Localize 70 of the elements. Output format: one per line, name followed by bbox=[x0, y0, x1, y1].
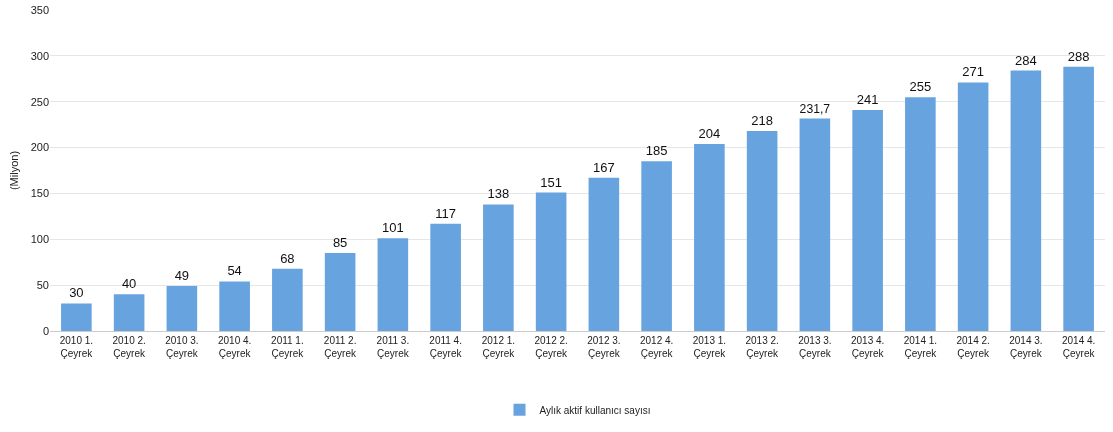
y-tick-label: 100 bbox=[30, 233, 49, 246]
bar bbox=[272, 268, 303, 331]
data-label: 284 bbox=[1015, 52, 1037, 68]
x-tick-label: 2014 3. Çeyrek bbox=[1009, 335, 1043, 359]
data-label: 49 bbox=[174, 268, 190, 284]
data-label: 288 bbox=[1067, 48, 1090, 64]
bar bbox=[483, 204, 514, 331]
data-label: 68 bbox=[280, 250, 295, 266]
x-tick-label: 2013 3. Çeyrek bbox=[798, 335, 832, 359]
bar bbox=[535, 192, 567, 331]
x-tick-label: 2012 2. Çeyrek bbox=[534, 335, 568, 359]
x-tick-label: 2011 2. Çeyrek bbox=[323, 335, 357, 359]
x-tick-label: 2012 3. Çeyrek bbox=[587, 335, 621, 359]
y-tick-label: 350 bbox=[30, 3, 49, 16]
data-label: 218 bbox=[751, 113, 773, 129]
x-tick-label: 2010 1. Çeyrek bbox=[59, 335, 94, 359]
x-tick-label: 2013 2. Çeyrek bbox=[745, 335, 779, 359]
bar bbox=[799, 118, 831, 331]
bar bbox=[61, 303, 92, 331]
data-label: 185 bbox=[645, 143, 668, 159]
x-tick-label: 2011 4. Çeyrek bbox=[429, 335, 463, 359]
y-tick-label: 50 bbox=[36, 278, 49, 291]
x-tick-label: 2013 1. Çeyrek bbox=[692, 335, 727, 359]
data-label: 138 bbox=[487, 186, 510, 202]
y-tick-label: 150 bbox=[30, 187, 49, 200]
x-tick-label: 2011 3. Çeyrek bbox=[376, 335, 410, 359]
x-tick-label: 2014 1. Çeyrek bbox=[903, 335, 938, 359]
data-label: 101 bbox=[382, 220, 404, 236]
bar bbox=[430, 223, 461, 331]
data-label: 231,7 bbox=[799, 101, 831, 116]
bar bbox=[377, 238, 409, 331]
bar bbox=[324, 253, 356, 331]
data-label: 40 bbox=[121, 276, 137, 292]
data-label: 30 bbox=[69, 285, 84, 301]
x-tick-label: 2010 2. Çeyrek bbox=[112, 335, 146, 359]
x-tick-label: 2012 1. Çeyrek bbox=[481, 335, 516, 359]
x-tick-label: 2014 4. Çeyrek bbox=[1061, 335, 1096, 359]
y-tick-label: 250 bbox=[30, 95, 49, 108]
bar bbox=[957, 82, 989, 331]
bar bbox=[641, 161, 672, 331]
bar bbox=[852, 109, 883, 331]
data-label: 204 bbox=[698, 125, 721, 141]
x-tick-label: 2010 4. Çeyrek bbox=[217, 335, 252, 359]
y-tick-label: 0 bbox=[42, 324, 49, 337]
data-label: 54 bbox=[227, 263, 242, 279]
bar bbox=[1063, 66, 1094, 331]
legend-label: Aylık aktif kullanıcı sayısı bbox=[539, 404, 651, 416]
y-tick-label: 200 bbox=[30, 141, 49, 154]
bar bbox=[746, 131, 778, 331]
bar bbox=[219, 281, 250, 331]
bar bbox=[694, 143, 725, 331]
x-tick-label: 2010 3. Çeyrek bbox=[165, 335, 199, 359]
x-tick-label: 2011 1. Çeyrek bbox=[271, 335, 305, 359]
data-label: 241 bbox=[856, 91, 879, 107]
bar bbox=[1010, 70, 1042, 331]
bar bbox=[905, 97, 936, 331]
x-tick-label: 2012 4. Çeyrek bbox=[639, 335, 674, 359]
y-axis-title: (Milyon) bbox=[8, 150, 20, 191]
data-label: 151 bbox=[540, 174, 562, 190]
data-label: 271 bbox=[962, 64, 984, 80]
data-label: 117 bbox=[435, 205, 456, 221]
x-tick-label: 2014 2. Çeyrek bbox=[956, 335, 990, 359]
x-tick-label: 2013 4. Çeyrek bbox=[850, 335, 885, 359]
bar bbox=[113, 294, 145, 331]
y-tick-label: 300 bbox=[30, 49, 49, 62]
bar bbox=[588, 177, 620, 331]
data-label: 167 bbox=[593, 159, 615, 175]
bar bbox=[166, 286, 198, 331]
data-label: 255 bbox=[909, 79, 932, 95]
data-label: 85 bbox=[332, 235, 348, 251]
